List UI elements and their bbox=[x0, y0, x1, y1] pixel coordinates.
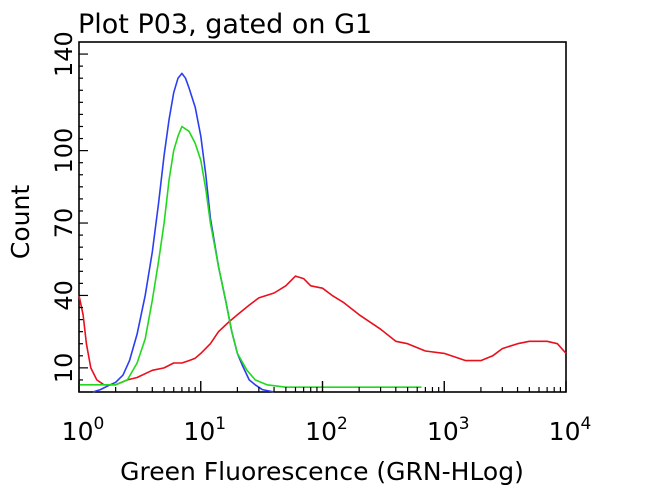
y-axis-ticks: 10 40 70 100 140 bbox=[50, 31, 88, 383]
series-line-1 bbox=[92, 72, 275, 393]
x-tick-label: 100 bbox=[62, 414, 105, 446]
series-line-2 bbox=[79, 125, 422, 388]
chart-title: Plot P03, gated on G1 bbox=[78, 9, 372, 40]
y-tick-label: 140 bbox=[50, 31, 78, 77]
series-line-0 bbox=[78, 275, 567, 386]
y-tick-label: 100 bbox=[50, 128, 78, 174]
plot-frame bbox=[78, 41, 567, 393]
y-axis-label: Count bbox=[6, 185, 35, 259]
x-axis-ticks: 100 101 102 103 104 bbox=[62, 381, 592, 446]
x-tick-label: 104 bbox=[549, 414, 592, 446]
y-tick-label: 70 bbox=[50, 208, 78, 239]
y-tick-label: 10 bbox=[50, 353, 78, 384]
x-tick-label: 101 bbox=[183, 414, 226, 446]
series-layer bbox=[78, 72, 567, 393]
x-tick-label: 103 bbox=[427, 414, 470, 446]
x-tick-label: 102 bbox=[305, 414, 348, 446]
y-tick-label: 40 bbox=[50, 280, 78, 311]
x-axis-label: Green Fluorescence (GRN-HLog) bbox=[120, 457, 524, 486]
